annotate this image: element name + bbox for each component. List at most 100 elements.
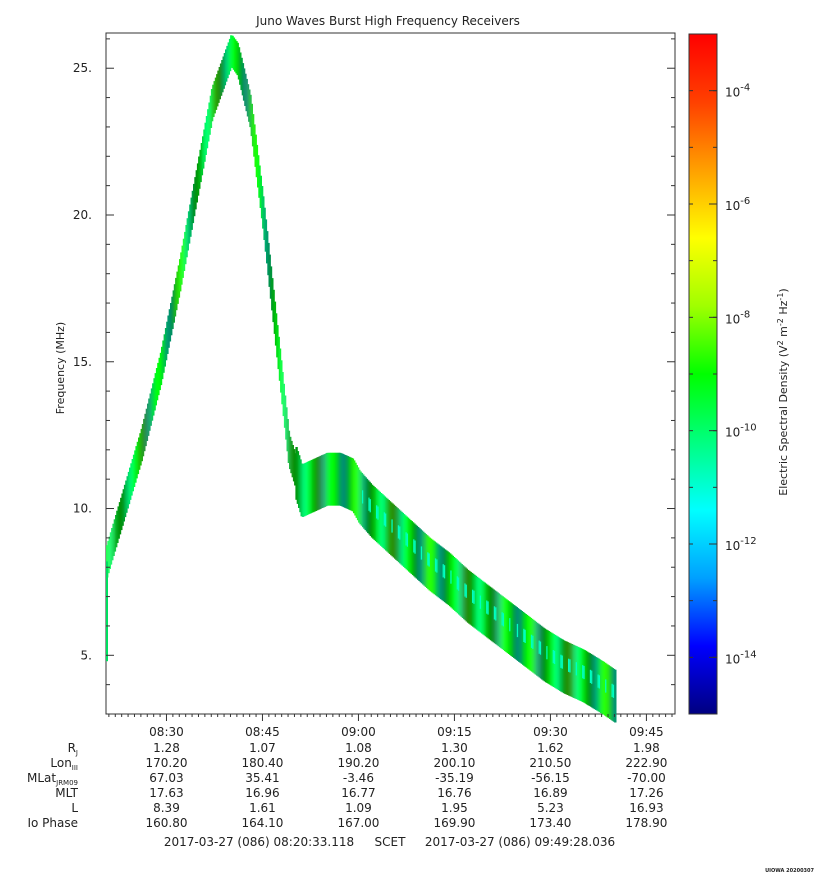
ephemeris-value: 200.10	[433, 756, 475, 770]
ephemeris-value: 1.28	[153, 741, 180, 755]
spectrogram-pixel	[332, 452, 335, 506]
spectrogram-pixel	[383, 512, 387, 526]
spectrogram-pixel	[424, 534, 428, 587]
spectrogram-pixel	[579, 648, 582, 701]
ephemeris-value: 17.63	[149, 786, 183, 800]
colorbar-tick-label: 10-14	[725, 649, 757, 666]
spectrogram-pixel	[308, 461, 311, 514]
spectrogram-pixel	[326, 452, 329, 506]
spectrogram-pixel	[404, 515, 407, 569]
spectrogram-pixel	[155, 368, 159, 401]
spectrogram-pixel	[582, 665, 585, 679]
spectrogram-pixel	[511, 604, 515, 657]
ephemeris-row-label: L	[71, 801, 78, 815]
x-tick-label: 08:45	[245, 725, 280, 739]
spectrogram-pixel	[365, 478, 369, 532]
spectrogram-pixel	[402, 514, 406, 567]
spectrogram-pixel	[459, 562, 462, 616]
spectrogram-pixel	[324, 453, 328, 507]
spectrogram-pixel	[106, 545, 109, 578]
ephemeris-value: 190.20	[337, 756, 379, 770]
spectrogram-pixel	[184, 231, 187, 265]
spectrogram-pixel	[417, 527, 420, 580]
spectrogram-pixel	[386, 498, 389, 552]
spectrogram-pixel	[501, 612, 504, 626]
spectrogram-pixel	[285, 407, 288, 440]
spectrogram-pixel	[260, 186, 264, 219]
spectrogram-pixel	[150, 388, 154, 421]
spectrogram-pixel	[588, 653, 591, 706]
spectrogram-pixel	[575, 662, 579, 676]
spectrogram-pixel	[548, 631, 552, 685]
spectrogram-pixel	[469, 571, 472, 625]
spectrogram-pixel	[129, 467, 132, 500]
spectrogram-pixel	[498, 594, 502, 648]
spectrogram-pixel	[306, 461, 310, 515]
spectrogram-pixel	[354, 462, 357, 516]
spectrogram-pixel	[454, 558, 457, 611]
spectrogram-pixel	[399, 526, 402, 540]
spectrogram-pixel	[482, 581, 485, 635]
spectrogram-pixel	[171, 296, 174, 329]
spectrogram-pixel	[420, 546, 424, 560]
spectrogram-pixel	[609, 666, 612, 719]
colorbar-tick-label: 10-6	[725, 196, 750, 213]
ephemeris-value: 1.61	[249, 801, 276, 815]
spectrogram-pixel	[468, 570, 471, 624]
spectrogram-pixel	[167, 315, 170, 348]
spectrogram-pixel	[577, 646, 580, 700]
spectrogram-pixel	[181, 245, 184, 278]
spectrogram-pixel	[257, 155, 260, 188]
spectrogram-pixel	[182, 238, 186, 271]
spectrogram-pixel	[259, 175, 262, 208]
spectrogram-pixel	[132, 454, 136, 487]
spectrogram-pixel	[464, 583, 467, 597]
spectrogram-pixel	[347, 456, 351, 510]
spectrogram-pixel	[388, 501, 392, 554]
spectrogram-pixel	[218, 67, 221, 100]
spectrogram-pixel	[500, 595, 503, 649]
spectrogram-pixel	[176, 271, 179, 304]
spectrogram-pixel	[369, 499, 372, 513]
spectrogram-pixel	[237, 47, 241, 80]
spectrogram-pixel	[479, 595, 483, 609]
spectrogram-pixel	[249, 94, 252, 128]
spectrogram-pixel	[163, 334, 166, 367]
footer-end-time: 2017-03-27 (086) 09:49:28.036	[425, 835, 615, 849]
colorbar-tick-label: 10-10	[725, 423, 757, 440]
spectrogram-pixel	[269, 266, 273, 299]
spectrogram-pixel	[116, 510, 119, 543]
spectrogram-pixel	[492, 589, 495, 643]
spectrogram-pixel	[351, 458, 355, 512]
spectrogram-pixel	[342, 454, 346, 508]
spectrogram-pixel	[309, 460, 312, 514]
spectrogram-pixel	[422, 531, 425, 585]
spectrogram-pixel	[294, 453, 297, 486]
spectrogram-pixel	[272, 289, 275, 323]
spectrogram-pixel	[607, 665, 611, 719]
spectrogram-pixel	[266, 231, 269, 264]
ephemeris-value: 5.23	[537, 801, 564, 815]
spectrogram-pixel	[530, 634, 534, 648]
ephemeris-row-label: MLatJRM09	[27, 771, 78, 787]
spectrogram-pixel	[313, 458, 316, 512]
spectrogram-pixel	[397, 525, 401, 539]
spectrogram-pixel	[164, 328, 168, 361]
stamp-text: UIOWA 20200307	[765, 868, 814, 874]
spectrogram-pixel	[223, 53, 227, 86]
spectrogram-pixel	[495, 607, 498, 621]
spectrogram-pixel	[601, 661, 604, 714]
spectrogram-pixel	[335, 452, 338, 506]
spectrogram-pixel	[510, 603, 513, 656]
spectrogram-pixel	[255, 144, 259, 178]
spectrogram-pixel	[276, 325, 279, 358]
spectrogram-pixel	[507, 601, 511, 654]
spectrogram-pixel	[186, 218, 189, 251]
spectrogram-pixel	[524, 629, 527, 643]
spectrogram-pixel	[230, 35, 233, 68]
spectrogram-pixel	[144, 413, 147, 447]
spectrogram-pixel	[356, 467, 360, 521]
spectrogram-pixel	[592, 655, 595, 709]
x-axis: 08:30 08:45 09:00 09:15 09:30 09:45	[108, 714, 673, 739]
spectrogram-pixel	[170, 303, 173, 336]
